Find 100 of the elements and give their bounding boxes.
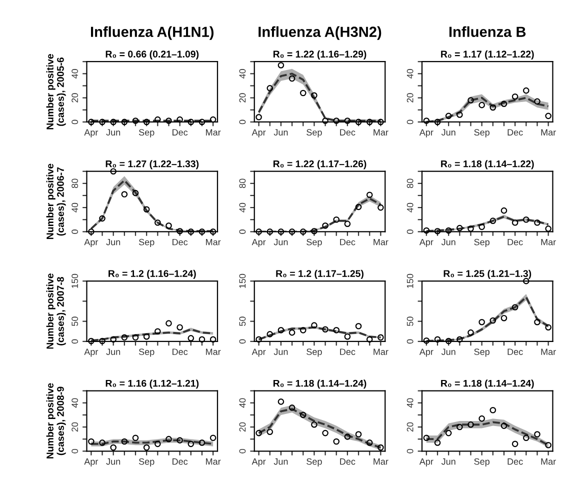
y-tick-label: 0 [72, 230, 78, 234]
x-tick-label: Sep [306, 129, 322, 138]
x-tick-label: Jun [274, 238, 288, 246]
y-tick-label: 40 [239, 69, 246, 78]
chart-title: R₀ = 1.18 (1.14–1.24) [273, 380, 366, 389]
y-tick-label: 150 [72, 274, 78, 288]
y-axis-title: Number positive (cases), 2006-7 [46, 164, 66, 239]
x-tick-label: Apr [252, 129, 266, 138]
x-tick-label: Apr [252, 458, 266, 467]
chart-title: R₀ = 1.16 (1.12–1.21) [106, 380, 199, 389]
y-tick-label: 0 [72, 120, 78, 124]
y-axis-title: Number positive (cases), 2008-9 [46, 383, 66, 458]
y-tick-label: 40 [239, 202, 246, 212]
y-tick-label: 0 [239, 230, 246, 234]
x-tick-label: Jun [274, 458, 288, 465]
x-tick-label: Sep [474, 129, 490, 138]
x-tick-label: Sep [474, 238, 490, 248]
x-tick-label: Apr [84, 238, 98, 248]
chart-title: R₀ = 1.18 (1.14–1.24) [441, 380, 534, 389]
y-tick-label: 40 [72, 202, 78, 212]
x-tick-label: Jun [274, 129, 288, 136]
x-tick-label: Mar [206, 238, 221, 246]
y-tick-label: 40 [406, 202, 414, 212]
y-tick-label: 50 [406, 316, 414, 326]
x-tick-label: Mar [374, 129, 388, 136]
x-tick-label: Apr [252, 348, 266, 357]
y-tick-label: 150 [406, 274, 414, 288]
y-tick-label: 0 [406, 449, 414, 454]
chart-title: R₀ = 1.2 (1.17–1.25) [276, 270, 364, 279]
chart-title: R₀ = 1.22 (1.17–1.26) [273, 160, 366, 170]
x-tick-label: Mar [374, 348, 388, 356]
x-tick-label: Mar [206, 129, 221, 136]
x-tick-label: Jun [106, 458, 120, 465]
y-axis-title: Number positive (cases), 2007-8 [46, 273, 66, 349]
y-tick-label: 0 [406, 339, 414, 344]
x-tick-label: Apr [419, 458, 434, 467]
y-tick-label: 20 [239, 422, 246, 432]
x-tick-label: Dec [172, 129, 188, 136]
y-tick-label: 20 [239, 93, 246, 102]
x-tick-label: Sep [474, 348, 490, 357]
y-tick-label: 20 [406, 93, 414, 102]
x-tick-label: Dec [508, 238, 523, 246]
x-tick-label: Jun [441, 348, 456, 356]
y-tick-label: 0 [72, 339, 78, 344]
x-tick-label: Dec [172, 238, 188, 246]
chart-title: Influenza B [449, 26, 526, 38]
y-tick-label: 50 [72, 316, 78, 326]
x-tick-label: Apr [84, 348, 98, 357]
x-tick-label: Sep [306, 238, 322, 248]
y-tick-label: 0 [406, 230, 414, 234]
x-tick-label: Sep [138, 458, 154, 467]
x-tick-label: Jun [441, 129, 456, 136]
y-tick-label: 0 [72, 449, 78, 454]
chart-title: Influenza A(H1N1) [90, 26, 214, 40]
y-tick-label: 80 [406, 178, 414, 188]
x-tick-label: Apr [84, 129, 98, 138]
y-tick-label: 0 [239, 120, 246, 124]
x-tick-label: Dec [340, 458, 356, 465]
x-tick-label: Mar [541, 238, 556, 246]
x-tick-label: Dec [508, 129, 523, 136]
y-tick-label: 0 [239, 449, 246, 454]
x-tick-label: Apr [419, 129, 434, 138]
x-tick-label: Sep [138, 348, 154, 357]
x-tick-label: Dec [508, 458, 523, 465]
chart-title: R₀ = 1.27 (1.22–1.33) [106, 160, 199, 170]
y-tick-label: 40 [406, 398, 414, 408]
x-tick-label: Apr [419, 238, 434, 248]
y-tick-label: 40 [72, 398, 78, 408]
x-tick-label: Jun [106, 129, 120, 136]
chart-title: Influenza A(H3N2) [258, 26, 382, 40]
chart-subtitle: R₀ = 0.66 (0.21–1.09) [106, 50, 199, 60]
x-tick-label: Jun [106, 238, 120, 246]
y-tick-label: 40 [239, 398, 246, 408]
x-tick-label: Sep [138, 238, 154, 248]
y-tick-label: 150 [239, 274, 246, 288]
x-tick-label: Mar [206, 458, 221, 465]
x-tick-label: Dec [340, 238, 356, 246]
x-tick-label: Jun [274, 348, 288, 356]
x-tick-label: Apr [252, 238, 266, 248]
x-tick-label: Dec [172, 458, 188, 465]
x-tick-label: Mar [374, 238, 388, 246]
x-tick-label: Dec [340, 348, 356, 356]
chart-title: R₀ = 1.2 (1.16–1.24) [108, 270, 196, 279]
x-tick-label: Mar [206, 348, 221, 356]
x-tick-label: Apr [84, 458, 98, 467]
x-tick-label: Jun [441, 238, 456, 246]
x-tick-label: Sep [306, 458, 322, 467]
y-tick-label: 80 [72, 178, 78, 188]
x-tick-label: Mar [374, 458, 388, 465]
x-tick-label: Mar [541, 348, 556, 356]
x-tick-label: Dec [508, 348, 523, 356]
x-tick-label: Mar [541, 458, 556, 465]
x-tick-label: Jun [441, 458, 456, 465]
x-tick-label: Apr [419, 348, 434, 357]
y-tick-label: 0 [239, 339, 246, 344]
x-tick-label: Mar [541, 129, 556, 136]
y-tick-label: 0 [406, 120, 414, 124]
y-tick-label: 20 [72, 93, 78, 102]
chart-subtitle: R₀ = 1.22 (1.16–1.29) [273, 50, 366, 60]
x-tick-label: Sep [306, 348, 322, 357]
